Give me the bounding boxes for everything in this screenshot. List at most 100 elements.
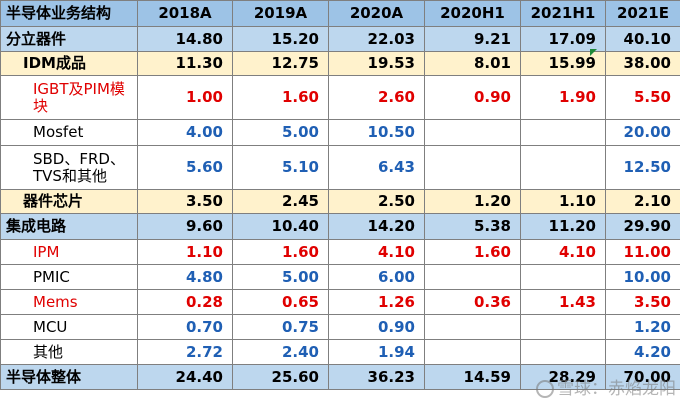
row-label: 半导体整体: [0, 364, 138, 390]
value-cell: 0.70: [137, 314, 233, 340]
value-cell: 4.80: [137, 264, 233, 290]
value-cell: [520, 339, 606, 365]
value-cell: [424, 145, 521, 190]
table-row: 其他 2.72 2.40 1.94 4.20: [0, 339, 680, 365]
header-label: 半导体业务结构: [0, 0, 138, 27]
table-row: MCU 0.70 0.75 0.90 1.20: [0, 314, 680, 340]
value-cell: 1.43: [520, 289, 606, 315]
table-row: IDM成品 11.30 12.75 19.53 8.01 15.99 38.00: [0, 51, 680, 76]
value-cell: 14.80: [137, 26, 233, 52]
value-cell: 36.23: [328, 364, 425, 390]
row-label: MCU: [0, 314, 138, 340]
value-cell: 5.38: [424, 213, 521, 240]
value-cell: [424, 314, 521, 340]
value-cell: 2.60: [328, 75, 425, 120]
value-cell: 20.00: [605, 119, 680, 146]
table-row: 分立器件 14.80 15.20 22.03 9.21 17.09 40.10: [0, 26, 680, 52]
value-cell: 5.60: [137, 145, 233, 190]
value-cell: 14.20: [328, 213, 425, 240]
value-cell: 1.26: [328, 289, 425, 315]
value-cell: 1.20: [605, 314, 680, 340]
row-label: Mems: [0, 289, 138, 315]
value-cell: 10.50: [328, 119, 425, 146]
table-row: 半导体整体 24.40 25.60 36.23 14.59 28.29 70.00: [0, 364, 680, 390]
value-cell: [424, 339, 521, 365]
table-row: IGBT及PIM模块 1.00 1.60 2.60 0.90 1.90 5.50: [0, 75, 680, 120]
value-cell: 1.00: [137, 75, 233, 120]
table-row: IPM 1.10 1.60 4.10 1.60 4.10 11.00: [0, 239, 680, 265]
table-row: SBD、FRD、TVS和其他 5.60 5.10 6.43 12.50: [0, 145, 680, 190]
value-cell: 12.75: [232, 51, 329, 76]
header-period: 2021E: [605, 0, 680, 27]
value-cell: [520, 264, 606, 290]
value-cell: 2.45: [232, 189, 329, 214]
value-cell: 9.60: [137, 213, 233, 240]
value-cell: 5.10: [232, 145, 329, 190]
value-cell: 15.20: [232, 26, 329, 52]
value-cell: 17.09: [520, 26, 606, 52]
header-period: 2020A: [328, 0, 425, 27]
row-label: PMIC: [0, 264, 138, 290]
header-period: 2021H1: [520, 0, 606, 27]
row-label: IGBT及PIM模块: [0, 75, 138, 120]
value-cell: 2.50: [328, 189, 425, 214]
row-label: IDM成品: [0, 51, 138, 76]
value-cell: 11.00: [605, 239, 680, 265]
value-cell: 38.00: [605, 51, 680, 76]
value-cell: 0.90: [328, 314, 425, 340]
table-row: 器件芯片 3.50 2.45 2.50 1.20 1.10 2.10: [0, 189, 680, 214]
value-cell: 0.36: [424, 289, 521, 315]
value-cell: 12.50: [605, 145, 680, 190]
value-cell: [520, 119, 606, 146]
value-cell: [424, 119, 521, 146]
value-cell: 10.00: [605, 264, 680, 290]
value-cell: 1.10: [137, 239, 233, 265]
watermark: 雪球：赤焰龙阳: [536, 374, 676, 399]
value-cell: 4.10: [328, 239, 425, 265]
snowball-logo-icon: [536, 380, 554, 398]
value-cell: 4.00: [137, 119, 233, 146]
value-cell: 1.94: [328, 339, 425, 365]
value-cell: 2.10: [605, 189, 680, 214]
value-cell: 24.40: [137, 364, 233, 390]
value-cell: 11.30: [137, 51, 233, 76]
value-cell: 14.59: [424, 364, 521, 390]
value-cell: 22.03: [328, 26, 425, 52]
value-cell: 0.75: [232, 314, 329, 340]
row-label: 器件芯片: [0, 189, 138, 214]
value-cell: 6.43: [328, 145, 425, 190]
value-cell: 4.20: [605, 339, 680, 365]
value-cell: 25.60: [232, 364, 329, 390]
value-cell: 2.40: [232, 339, 329, 365]
cell-comment-marker: [590, 49, 597, 56]
row-label: SBD、FRD、TVS和其他: [0, 145, 138, 190]
value-cell: 1.20: [424, 189, 521, 214]
row-label: Mosfet: [0, 119, 138, 146]
header-period: 2018A: [137, 0, 233, 27]
value-cell: 1.60: [232, 75, 329, 120]
value-cell: 19.53: [328, 51, 425, 76]
row-label: 其他: [0, 339, 138, 365]
header-period: 2020H1: [424, 0, 521, 27]
value-cell: 5.50: [605, 75, 680, 120]
value-cell: 1.60: [232, 239, 329, 265]
value-cell: 29.90: [605, 213, 680, 240]
value-cell: 4.10: [520, 239, 606, 265]
table-row: Mems 0.28 0.65 1.26 0.36 1.43 3.50: [0, 289, 680, 315]
value-cell: [520, 314, 606, 340]
value-cell: 9.21: [424, 26, 521, 52]
semiconductor-business-table: 半导体业务结构 2018A 2019A 2020A 2020H1 2021H1 2021E 分…: [0, 0, 680, 390]
value-cell: 11.20: [520, 213, 606, 240]
value-cell: [424, 264, 521, 290]
value-cell: 3.50: [137, 189, 233, 214]
value-cell: 0.28: [137, 289, 233, 315]
table-row: 集成电路 9.60 10.40 14.20 5.38 11.20 29.90: [0, 213, 680, 240]
value-cell: 70.00: [605, 364, 680, 390]
value-cell: [520, 145, 606, 190]
row-label: 分立器件: [0, 26, 138, 52]
header-period: 2019A: [232, 0, 329, 27]
value-cell: 1.10: [520, 189, 606, 214]
value-cell: 8.01: [424, 51, 521, 76]
row-label: 集成电路: [0, 213, 138, 240]
